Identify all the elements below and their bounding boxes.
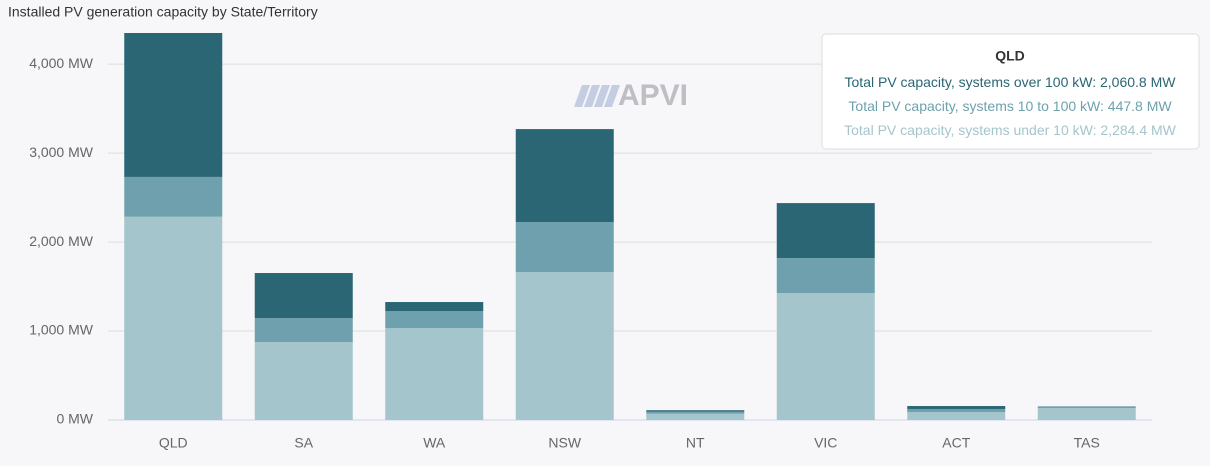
- tooltip-separator: :: [1092, 74, 1100, 90]
- tooltip-value: 447.8 MW: [1108, 98, 1173, 114]
- chart-title: Installed PV generation capacity by Stat…: [8, 4, 318, 20]
- tooltip-series-name: Total PV capacity, systems over 100 kW: [845, 74, 1094, 90]
- tooltip-separator: :: [1093, 122, 1101, 138]
- bar-segment: [515, 129, 614, 223]
- tooltip-line: Total PV capacity, systems under 10 kW: …: [844, 122, 1177, 138]
- x-tick-label: WA: [423, 435, 446, 451]
- x-tick-label: ACT: [942, 435, 970, 451]
- bar-segment: [1037, 407, 1136, 420]
- bar-segment: [385, 311, 484, 329]
- tooltip-box: [821, 33, 1200, 150]
- y-tick-label: 0 MW: [56, 411, 93, 427]
- watermark-text: APVI: [618, 79, 688, 112]
- x-tick-label: VIC: [814, 435, 837, 451]
- y-tick-label: 2,000 MW: [29, 233, 94, 249]
- bar-segment: [1037, 407, 1136, 408]
- x-tick-label: NSW: [548, 435, 581, 451]
- bar-segment: [776, 293, 875, 420]
- bar-segment: [385, 302, 484, 312]
- bar-segment: [907, 411, 1006, 420]
- bar-segment: [124, 33, 223, 177]
- watermark: APVI: [574, 79, 688, 112]
- tooltip-series-name: Total PV capacity, systems under 10 kW: [844, 122, 1094, 138]
- bar-segment: [124, 176, 223, 217]
- bar-segment: [646, 410, 745, 412]
- x-tick-label: TAS: [1074, 435, 1100, 451]
- y-tick-label: 4,000 MW: [29, 55, 94, 71]
- bar-segment: [646, 411, 745, 414]
- tooltip: QLD Total PV capacity, systems over 100 …: [821, 33, 1200, 150]
- tooltip-line: Total PV capacity, systems over 100 kW: …: [845, 74, 1177, 90]
- bar-segment: [907, 406, 1006, 409]
- tooltip-value: 2,060.8 MW: [1100, 74, 1176, 90]
- x-tick-label: QLD: [159, 435, 188, 451]
- bar-segment: [515, 222, 614, 273]
- bar-segment: [907, 408, 1006, 412]
- tooltip-series-name: Total PV capacity, systems 10 to 100 kW: [848, 98, 1101, 114]
- bar-segment: [515, 272, 614, 420]
- bar-segment: [646, 413, 745, 420]
- y-tick-label: 1,000 MW: [29, 322, 94, 338]
- tooltip-title: QLD: [995, 48, 1025, 64]
- x-tick-label: SA: [294, 435, 313, 451]
- bar-segment: [254, 318, 353, 343]
- bar-segment: [254, 342, 353, 420]
- bar-segment: [776, 258, 875, 294]
- x-tick-label: NT: [686, 435, 705, 451]
- y-tick-label: 3,000 MW: [29, 144, 94, 160]
- tooltip-value: 2,284.4 MW: [1100, 122, 1176, 138]
- bar-segment: [254, 273, 353, 319]
- bar-segment: [776, 203, 875, 259]
- tooltip-line: Total PV capacity, systems 10 to 100 kW:…: [848, 98, 1172, 114]
- bar-segment: [124, 216, 223, 420]
- bar-segment: [385, 328, 484, 420]
- tooltip-separator: :: [1100, 98, 1108, 114]
